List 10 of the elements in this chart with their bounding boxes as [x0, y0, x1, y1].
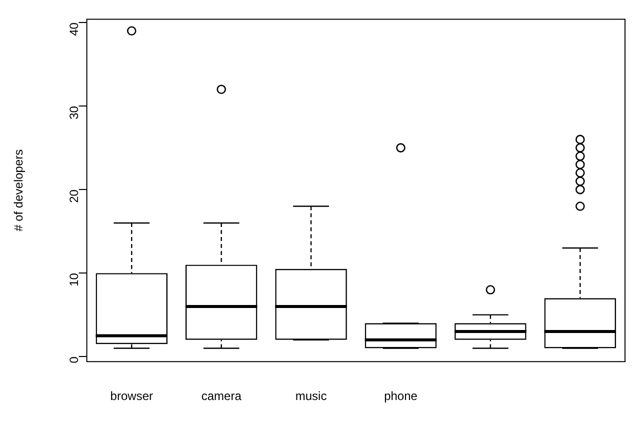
- x-tick-label: browser: [110, 389, 153, 404]
- y-tick-label: 20: [67, 189, 82, 203]
- y-tick-label: 30: [67, 106, 82, 120]
- y-tick-label: 10: [67, 272, 82, 286]
- x-tick-label: music: [295, 389, 327, 404]
- y-tick-label: 40: [67, 22, 82, 36]
- y-axis-title: # of developers: [12, 149, 26, 232]
- x-tick-label: camera: [201, 389, 242, 404]
- x-tick-label: phone: [384, 389, 418, 404]
- y-tick-label: 0: [67, 356, 82, 364]
